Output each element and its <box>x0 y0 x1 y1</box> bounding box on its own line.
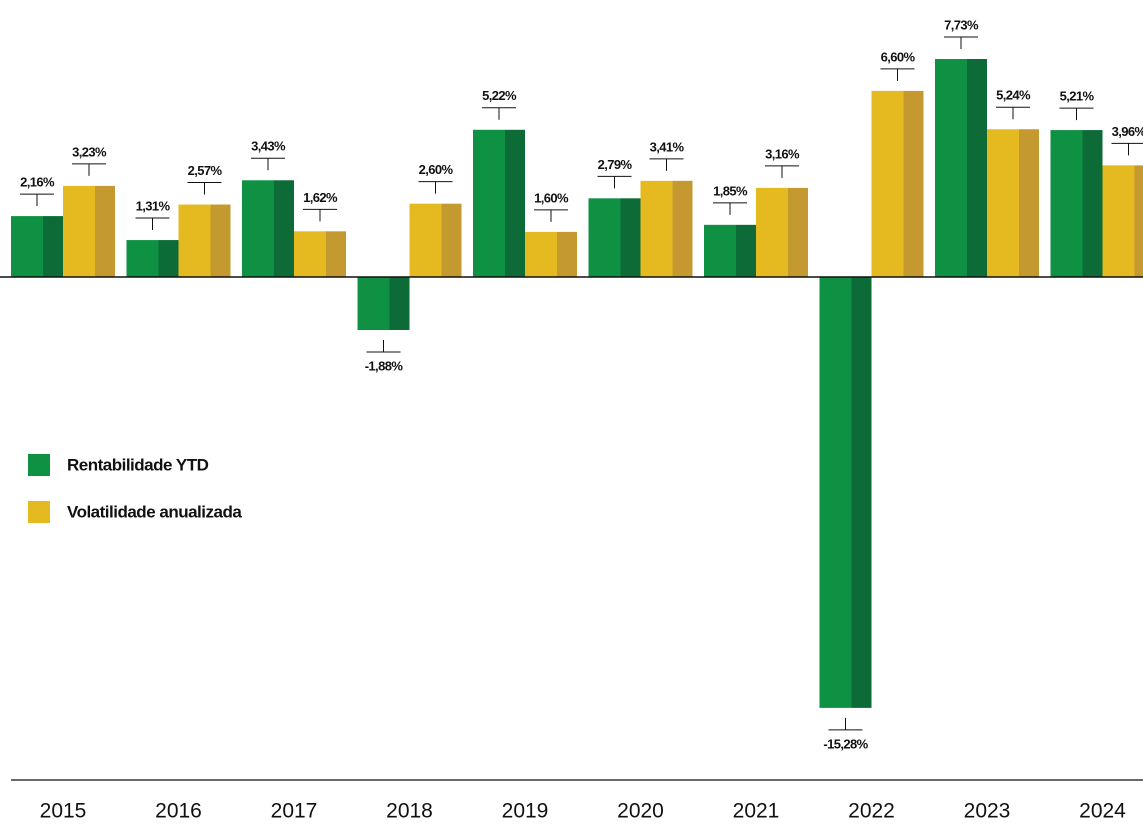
bar <box>1102 165 1143 277</box>
value-label: 3,43% <box>251 139 286 154</box>
bar-face <box>357 277 390 331</box>
bar <box>357 277 410 331</box>
bar-face <box>178 204 211 277</box>
bar-face <box>871 90 904 277</box>
x-tick-label: 2017 <box>271 800 318 823</box>
value-label: 3,96% <box>1112 124 1143 139</box>
bar-side <box>43 216 63 277</box>
x-tick-label: 2018 <box>386 800 433 823</box>
bar <box>640 180 693 277</box>
bar <box>11 216 63 277</box>
bar <box>704 224 756 277</box>
bar-face <box>126 240 159 277</box>
bar-side <box>557 231 577 277</box>
bar-face <box>242 180 274 277</box>
bar-face <box>409 203 442 277</box>
bar-side <box>1134 165 1143 277</box>
value-label: 1,31% <box>136 198 171 213</box>
bar-face <box>294 231 326 277</box>
legend-swatch <box>28 454 50 476</box>
value-label: 1,60% <box>534 190 569 205</box>
bar <box>987 129 1039 277</box>
bar <box>756 187 808 277</box>
bar-side <box>736 224 756 277</box>
bar-side <box>1082 130 1103 277</box>
bar <box>409 203 462 277</box>
x-tick-label: 2019 <box>502 800 549 823</box>
x-tick-label: 2020 <box>617 800 664 823</box>
bar-face <box>819 277 852 708</box>
bar-side <box>441 203 462 277</box>
bar-side <box>274 180 294 277</box>
value-label: 5,24% <box>996 88 1031 103</box>
bar-face <box>1102 165 1135 277</box>
bar-side <box>158 240 179 277</box>
bar-side <box>389 277 410 331</box>
bar-face <box>704 224 736 277</box>
value-label: 3,23% <box>72 144 107 159</box>
bar <box>588 198 641 277</box>
legend-label: Volatilidade anualizada <box>67 502 242 521</box>
bar-face <box>935 59 967 277</box>
bar-face <box>1050 130 1083 277</box>
value-label: 5,22% <box>482 88 517 103</box>
value-label: -15,28% <box>823 736 868 751</box>
bar <box>871 90 924 277</box>
bar <box>126 240 179 277</box>
x-tick-label: 2022 <box>848 800 895 823</box>
bar-face <box>525 231 557 277</box>
bar <box>242 180 294 277</box>
x-tick-label: 2023 <box>964 800 1011 823</box>
bar <box>294 231 346 277</box>
value-label: 1,85% <box>713 183 748 198</box>
value-label: 5,21% <box>1060 89 1095 104</box>
bar-face <box>63 185 95 277</box>
x-tick-label: 2015 <box>40 800 87 823</box>
value-label: 3,41% <box>650 139 685 154</box>
bar <box>63 185 115 277</box>
bar <box>935 59 987 277</box>
legend-swatch <box>28 501 50 523</box>
bar <box>473 129 525 277</box>
bar-face <box>11 216 43 277</box>
bar-face <box>987 129 1019 277</box>
value-label: 7,73% <box>944 17 979 32</box>
value-label: 2,79% <box>598 157 633 172</box>
bar <box>178 204 231 277</box>
value-label: -1,88% <box>365 358 404 373</box>
x-tick-label: 2021 <box>733 800 780 823</box>
legend-label: Rentabilidade YTD <box>67 455 209 474</box>
bar <box>525 231 577 277</box>
value-label: 2,57% <box>188 163 223 178</box>
value-label: 2,16% <box>20 175 55 190</box>
x-tick-label: 2016 <box>155 800 202 823</box>
bar-side <box>851 277 872 708</box>
bar-side <box>95 185 115 277</box>
bar-side <box>672 180 693 277</box>
bar-side <box>210 204 231 277</box>
bar-side <box>967 59 987 277</box>
value-label: 3,16% <box>765 146 800 161</box>
bar-side <box>505 129 525 277</box>
value-label: 6,60% <box>881 49 916 64</box>
bar-side <box>326 231 346 277</box>
bar <box>819 277 872 708</box>
value-label: 1,62% <box>303 190 338 205</box>
bar-side <box>788 187 808 277</box>
bar-side <box>903 90 924 277</box>
bar-side <box>620 198 641 277</box>
bar-face <box>473 129 505 277</box>
bar-face <box>640 180 673 277</box>
value-label: 2,60% <box>419 162 454 177</box>
bar-face <box>588 198 621 277</box>
bar-side <box>1019 129 1039 277</box>
bar-face <box>756 187 788 277</box>
x-tick-label: 2024 <box>1079 800 1126 823</box>
bar <box>1050 130 1103 277</box>
